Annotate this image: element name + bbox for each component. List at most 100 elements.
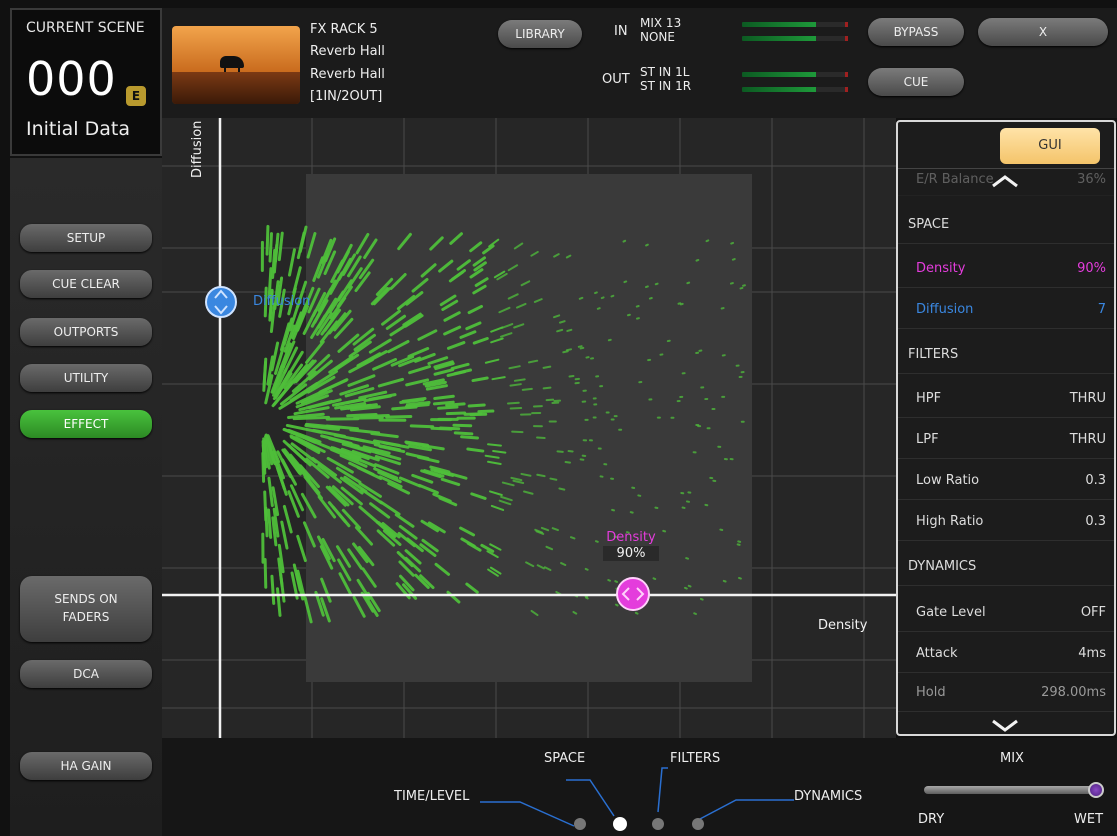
outports-button[interactable]: OUTPORTS bbox=[20, 318, 152, 346]
sends-on-faders-button[interactable]: SENDS ON FADERS bbox=[20, 576, 152, 642]
param-value: THRU bbox=[1069, 432, 1106, 447]
tab-filters[interactable]: FILTERS bbox=[670, 751, 721, 766]
density-axis-label: Density bbox=[818, 618, 868, 633]
param-key: Density bbox=[916, 261, 966, 276]
param-key: Hold bbox=[916, 685, 946, 700]
tab-time-level[interactable]: TIME/LEVEL bbox=[394, 789, 470, 804]
section-label: SPACE bbox=[908, 217, 950, 232]
library-button[interactable]: LIBRARY bbox=[498, 20, 582, 48]
param-hpf[interactable]: HPF THRU bbox=[898, 378, 1114, 418]
cue-button[interactable]: CUE bbox=[868, 68, 964, 96]
wet-label: WET bbox=[1074, 812, 1104, 827]
mix-slider-knob[interactable] bbox=[1088, 782, 1104, 798]
param-key: Gate Level bbox=[916, 605, 986, 620]
scene-name: Initial Data bbox=[26, 118, 130, 140]
param-key: LPF bbox=[916, 432, 939, 447]
param-diffusion[interactable]: Diffusion 7 bbox=[898, 289, 1114, 329]
parameter-panel[interactable]: GUI E/R Balance 36% SPACE Density 90% Di… bbox=[896, 120, 1116, 736]
output-dest-1: ST IN 1L bbox=[640, 65, 690, 79]
param-key: Low Ratio bbox=[916, 473, 980, 488]
input-meter-1 bbox=[742, 22, 848, 27]
param-key: Diffusion bbox=[916, 302, 974, 317]
tab-space[interactable]: SPACE bbox=[544, 751, 586, 766]
density-handle-value: 90% bbox=[603, 546, 659, 561]
effect-header: FX RACK 5 Reverb Hall Reverb Hall [1IN/2… bbox=[162, 8, 1117, 118]
preset-name: Reverb Hall bbox=[310, 67, 385, 82]
page-dot-dynamics[interactable] bbox=[692, 818, 704, 830]
param-value: 4ms bbox=[1078, 646, 1106, 661]
reverb-particles bbox=[260, 224, 746, 624]
param-value: 36% bbox=[1077, 172, 1106, 187]
current-scene-label: CURRENT SCENE bbox=[26, 20, 145, 36]
param-value: OFF bbox=[1080, 605, 1106, 620]
input-meter-2 bbox=[742, 36, 848, 41]
space-section-header: SPACE bbox=[898, 204, 1114, 244]
sends-on-faders-line1: SENDS ON bbox=[54, 592, 118, 606]
effect-thumbnail-image bbox=[172, 26, 300, 104]
effect-button[interactable]: EFFECT bbox=[20, 410, 152, 438]
mix-slider-track[interactable] bbox=[924, 786, 1094, 794]
diffusion-handle-label: Diffusion bbox=[253, 294, 311, 309]
ha-gain-button[interactable]: HA GAIN bbox=[20, 752, 152, 780]
page-dot-filters[interactable] bbox=[652, 818, 664, 830]
section-label: DYNAMICS bbox=[908, 559, 977, 574]
panel-separator bbox=[898, 168, 1114, 169]
param-density[interactable]: Density 90% bbox=[898, 248, 1114, 288]
piano-legs bbox=[224, 66, 240, 72]
param-key: HPF bbox=[916, 391, 942, 406]
thumbnail-floor bbox=[172, 72, 300, 104]
partial-param-row[interactable]: E/R Balance 36% bbox=[898, 162, 1114, 196]
param-value: 90% bbox=[1077, 261, 1106, 276]
reverb-xy-graph[interactable]: Diffusion Density Diffusion Density 90% bbox=[162, 118, 896, 738]
param-value: 7 bbox=[1097, 302, 1106, 317]
scene-edit-badge: E bbox=[126, 86, 146, 106]
page-dot-time-level[interactable] bbox=[574, 818, 586, 830]
nav-connectors bbox=[480, 767, 794, 827]
gui-button[interactable]: GUI bbox=[1000, 128, 1100, 164]
input-source-2: NONE bbox=[640, 30, 675, 44]
output-meter-1 bbox=[742, 72, 848, 77]
param-lpf[interactable]: LPF THRU bbox=[898, 419, 1114, 459]
io-config: [1IN/2OUT] bbox=[310, 89, 383, 104]
param-hold[interactable]: Hold 298.00ms bbox=[898, 672, 1114, 712]
density-handle[interactable] bbox=[616, 577, 650, 611]
effect-type: Reverb Hall bbox=[310, 44, 385, 59]
param-value: 0.3 bbox=[1085, 514, 1106, 529]
param-low-ratio[interactable]: Low Ratio 0.3 bbox=[898, 460, 1114, 500]
cue-clear-button[interactable]: CUE CLEAR bbox=[20, 270, 152, 298]
param-high-ratio[interactable]: High Ratio 0.3 bbox=[898, 501, 1114, 541]
in-label: IN bbox=[614, 24, 628, 39]
utility-button[interactable]: UTILITY bbox=[20, 364, 152, 392]
left-sidebar: SETUP CUE CLEAR OUTPORTS UTILITY EFFECT … bbox=[10, 158, 162, 836]
bypass-button[interactable]: BYPASS bbox=[868, 18, 964, 46]
density-handle-label: Density bbox=[606, 530, 656, 545]
diffusion-handle[interactable] bbox=[205, 286, 237, 318]
up-down-arrows-icon bbox=[214, 289, 228, 315]
param-value: THRU bbox=[1069, 391, 1106, 406]
section-label: FILTERS bbox=[908, 347, 959, 362]
scene-number: 000 bbox=[26, 52, 117, 106]
close-button[interactable]: X bbox=[978, 18, 1108, 46]
dca-button[interactable]: DCA bbox=[20, 660, 152, 688]
tab-dynamics[interactable]: DYNAMICS bbox=[794, 789, 863, 804]
diffusion-axis-label: Diffusion bbox=[190, 120, 205, 178]
param-gate-level[interactable]: Gate Level OFF bbox=[898, 592, 1114, 632]
output-dest-2: ST IN 1R bbox=[640, 79, 692, 93]
scroll-down-chevron-icon[interactable] bbox=[990, 718, 1020, 732]
input-source-1: MIX 13 bbox=[640, 16, 682, 30]
scroll-up-chevron-icon[interactable] bbox=[990, 174, 1020, 188]
param-key: E/R Balance bbox=[916, 172, 994, 187]
page-navigation: SPACE FILTERS TIME/LEVEL DYNAMICS MIX DR… bbox=[162, 738, 1117, 836]
sends-on-faders-line2: FADERS bbox=[62, 610, 110, 624]
param-key: Attack bbox=[916, 646, 958, 661]
param-value: 0.3 bbox=[1085, 473, 1106, 488]
dynamics-section-header: DYNAMICS bbox=[898, 546, 1114, 586]
left-right-arrows-icon bbox=[621, 587, 645, 601]
piano-icon bbox=[220, 56, 244, 68]
output-meter-2 bbox=[742, 87, 848, 92]
current-scene-box[interactable]: CURRENT SCENE 000 E Initial Data bbox=[10, 8, 162, 156]
param-attack[interactable]: Attack 4ms bbox=[898, 633, 1114, 673]
mix-label: MIX bbox=[1000, 751, 1024, 766]
setup-button[interactable]: SETUP bbox=[20, 224, 152, 252]
page-dot-space[interactable] bbox=[613, 817, 627, 831]
